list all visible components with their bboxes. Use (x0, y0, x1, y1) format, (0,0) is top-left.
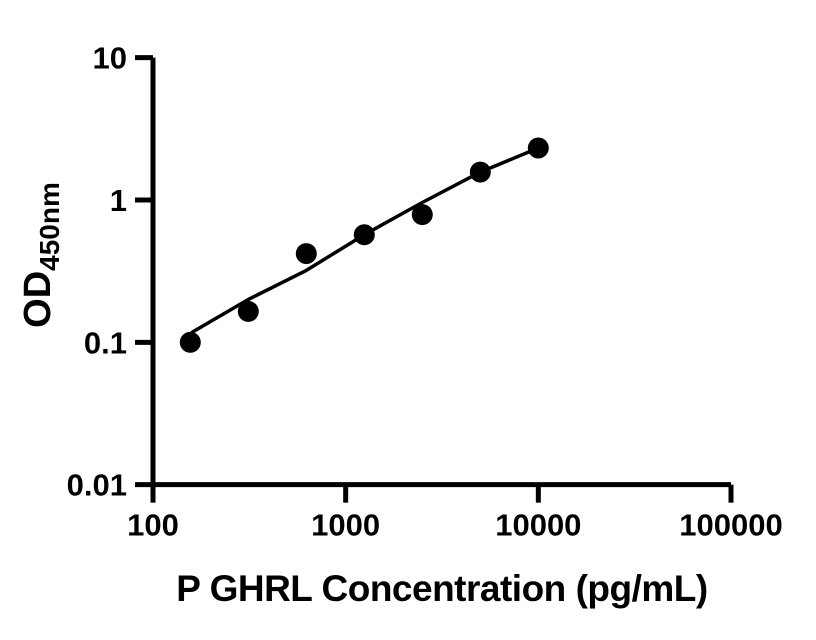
y-axis-title-main: OD (17, 271, 59, 328)
y-axis-title: OD450nm (17, 182, 65, 328)
x-tick-label: 10000 (495, 508, 581, 543)
data-point (469, 161, 491, 183)
x-tick-label: 100000 (679, 508, 782, 543)
y-tick-label: 1 (110, 183, 127, 218)
data-point (411, 204, 433, 226)
y-tick-label: 0.01 (67, 468, 127, 503)
y-axis-title-subscript: 450nm (34, 182, 65, 271)
data-point (353, 224, 375, 246)
data-point (295, 243, 317, 265)
x-tick-label: 1000 (311, 508, 380, 543)
data-point (527, 137, 549, 159)
x-axis-title: P GHRL Concentration (pg/mL) (176, 568, 707, 609)
data-point (179, 331, 201, 353)
y-tick-label: 10 (93, 41, 127, 76)
y-tick-label: 0.1 (84, 325, 127, 360)
x-tick-label: 100 (127, 508, 179, 543)
axes-spine (150, 57, 732, 488)
data-point (237, 300, 259, 322)
